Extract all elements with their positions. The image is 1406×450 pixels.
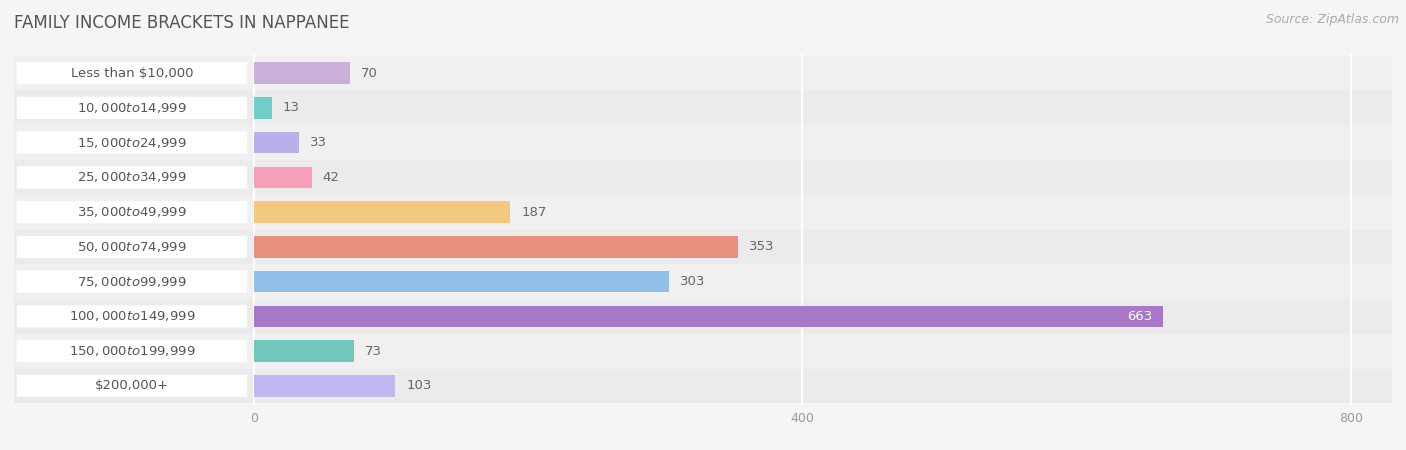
Text: 13: 13	[283, 101, 299, 114]
FancyBboxPatch shape	[17, 131, 247, 154]
Text: $50,000 to $74,999: $50,000 to $74,999	[77, 240, 187, 254]
Bar	[254, 97, 271, 119]
Text: 303: 303	[681, 275, 706, 288]
Bar	[14, 90, 1392, 125]
Text: $10,000 to $14,999: $10,000 to $14,999	[77, 101, 187, 115]
Text: FAMILY INCOME BRACKETS IN NAPPANEE: FAMILY INCOME BRACKETS IN NAPPANEE	[14, 14, 350, 32]
Bar	[14, 334, 1392, 369]
FancyBboxPatch shape	[17, 305, 247, 328]
Text: 353: 353	[749, 240, 775, 253]
Text: 33: 33	[311, 136, 328, 149]
Bar	[254, 271, 669, 292]
Bar	[254, 201, 510, 223]
FancyBboxPatch shape	[17, 166, 247, 189]
Bar	[14, 195, 1392, 230]
Text: 70: 70	[361, 67, 378, 80]
Text: 103: 103	[406, 379, 432, 392]
Bar	[254, 63, 350, 84]
Bar	[14, 160, 1392, 195]
Bar	[254, 132, 299, 153]
Text: $25,000 to $34,999: $25,000 to $34,999	[77, 171, 187, 184]
FancyBboxPatch shape	[17, 375, 247, 397]
Bar	[14, 56, 1392, 90]
FancyBboxPatch shape	[17, 201, 247, 223]
Text: 73: 73	[366, 345, 382, 358]
Bar	[254, 375, 395, 396]
FancyBboxPatch shape	[17, 340, 247, 362]
FancyBboxPatch shape	[17, 97, 247, 119]
Text: 187: 187	[522, 206, 547, 219]
Text: Less than $10,000: Less than $10,000	[70, 67, 193, 80]
Bar	[14, 230, 1392, 264]
Text: Source: ZipAtlas.com: Source: ZipAtlas.com	[1265, 14, 1399, 27]
Bar	[14, 125, 1392, 160]
Bar	[254, 306, 1163, 327]
Text: $100,000 to $149,999: $100,000 to $149,999	[69, 310, 195, 324]
Bar	[14, 299, 1392, 334]
FancyBboxPatch shape	[17, 270, 247, 293]
Text: 663: 663	[1126, 310, 1152, 323]
FancyBboxPatch shape	[17, 62, 247, 84]
Bar	[14, 369, 1392, 403]
FancyBboxPatch shape	[17, 236, 247, 258]
Text: $35,000 to $49,999: $35,000 to $49,999	[77, 205, 187, 219]
Text: $150,000 to $199,999: $150,000 to $199,999	[69, 344, 195, 358]
Text: 42: 42	[322, 171, 339, 184]
Bar	[254, 340, 354, 362]
Bar	[254, 236, 738, 258]
Bar	[254, 166, 312, 188]
Text: $15,000 to $24,999: $15,000 to $24,999	[77, 135, 187, 149]
Text: $75,000 to $99,999: $75,000 to $99,999	[77, 274, 187, 288]
Bar	[14, 264, 1392, 299]
Text: $200,000+: $200,000+	[96, 379, 169, 392]
